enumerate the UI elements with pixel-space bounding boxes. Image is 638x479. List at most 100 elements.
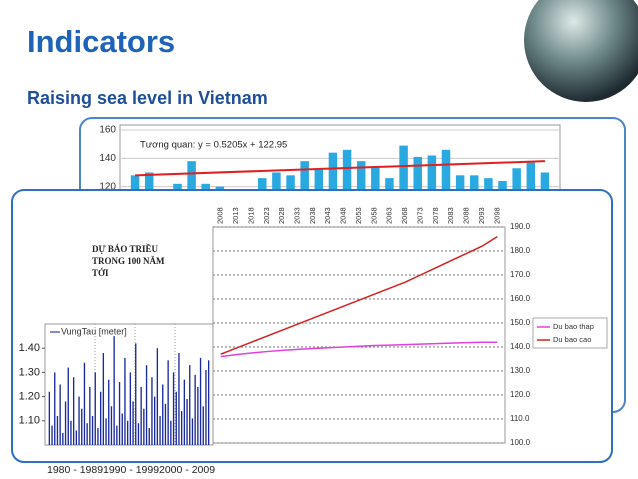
plot-area — [212, 226, 506, 444]
bar — [113, 336, 115, 445]
bar — [81, 408, 83, 445]
y-tick-label: 120 — [99, 181, 116, 192]
bar — [70, 420, 72, 445]
x-tick-label: 1980 - 1989 — [47, 464, 103, 476]
x-tick-label: 2008 — [216, 207, 225, 224]
bar — [175, 391, 177, 445]
x-tick-label: 2000 - 2009 — [159, 464, 215, 476]
bar — [189, 365, 191, 445]
x-tick-label: 2053 — [354, 207, 363, 224]
bar — [121, 413, 123, 445]
bar — [143, 408, 145, 445]
y-tick-label: 1.10 — [19, 415, 40, 427]
x-tick-label: 2083 — [446, 207, 455, 224]
plot-area — [44, 323, 214, 446]
bar — [132, 401, 134, 445]
bar — [64, 401, 67, 445]
bar — [167, 360, 169, 445]
bar — [78, 396, 80, 445]
bar — [199, 357, 202, 445]
y-tick-label: 130.0 — [510, 366, 531, 375]
x-tick-label: 2063 — [385, 207, 394, 224]
bar — [129, 372, 132, 445]
x-tick-label: 2033 — [293, 207, 302, 224]
bar — [99, 391, 102, 445]
line — [220, 341, 498, 358]
bar — [191, 418, 194, 445]
y-tick-label: 110.0 — [510, 414, 530, 423]
bar — [202, 406, 204, 445]
bar — [159, 415, 161, 445]
bar — [151, 377, 153, 445]
bar — [86, 423, 88, 445]
annotation: Tương quan: y = 0.5205x + 122.95 — [140, 140, 287, 151]
x-tick-label: 2023 — [262, 207, 271, 224]
bar — [205, 369, 207, 445]
bar — [59, 384, 61, 445]
bar — [145, 365, 148, 445]
x-tick-label: 2048 — [339, 207, 348, 224]
y-tick-label: 160.0 — [510, 294, 531, 303]
legend — [532, 317, 608, 349]
y-tick-label: 140.0 — [510, 342, 531, 351]
x-tick-label: 2078 — [431, 207, 440, 224]
bar — [137, 423, 140, 445]
bar — [89, 386, 91, 445]
bar — [83, 362, 86, 445]
y-tick-label: 170.0 — [510, 270, 531, 279]
slide-title: Indicators — [27, 24, 175, 59]
bar — [102, 353, 105, 445]
bar — [67, 367, 69, 445]
bar — [135, 343, 137, 445]
x-tick-label: 2043 — [323, 207, 332, 224]
y-tick-label: 140 — [99, 153, 116, 164]
bar — [110, 406, 113, 445]
line — [220, 235, 498, 355]
inset-panel: 1.10 1.20 1.30 1.40 VungTau [meter] 1980 - 19… — [19, 323, 215, 476]
bar — [124, 357, 126, 445]
bar — [194, 374, 196, 445]
bar — [172, 372, 175, 445]
chart-title: DỰ BÁO TRIỀU TRONG 100 NĂM TỚI — [92, 244, 167, 278]
x-tick-label: 2058 — [369, 207, 378, 224]
bar — [207, 360, 210, 445]
x-tick-label: 2028 — [277, 207, 286, 224]
bar — [116, 425, 118, 445]
slide-subtitle: Raising sea level in Vietnam — [27, 88, 268, 108]
legend-label: Du bao thap — [553, 322, 594, 331]
bar — [108, 379, 110, 445]
bar — [170, 420, 172, 445]
y-tick-label: 190.0 — [510, 222, 531, 231]
bar — [72, 377, 75, 445]
bar — [183, 379, 186, 445]
y-tick-label: 150.0 — [510, 318, 531, 327]
bar — [75, 430, 78, 445]
x-tick-label: 2013 — [231, 207, 240, 224]
bar — [162, 384, 164, 445]
bar — [180, 411, 183, 445]
bar — [186, 399, 188, 445]
bar — [156, 348, 159, 445]
x-tick-label: 1990 - 1999 — [103, 464, 159, 476]
bar — [51, 425, 53, 445]
y-tick-label: 100.0 — [510, 438, 531, 447]
bar — [97, 428, 99, 445]
x-tick-label: 2093 — [477, 207, 486, 224]
bar — [118, 382, 121, 445]
legend-label: VungTau [meter] — [61, 326, 127, 336]
y-tick-label: 1.30 — [19, 366, 40, 378]
bar — [164, 403, 167, 445]
bar — [94, 372, 96, 445]
bar — [56, 415, 59, 445]
y-tick-label: 180.0 — [510, 246, 531, 255]
x-tick-label: 2088 — [462, 207, 471, 224]
globe — [524, 0, 638, 102]
bar — [105, 418, 107, 445]
x-tick-label: 2068 — [400, 207, 409, 224]
bar — [126, 420, 129, 445]
bar — [140, 386, 142, 445]
x-tick-label: 2098 — [492, 207, 501, 224]
bar — [148, 428, 150, 445]
bar — [91, 415, 94, 445]
